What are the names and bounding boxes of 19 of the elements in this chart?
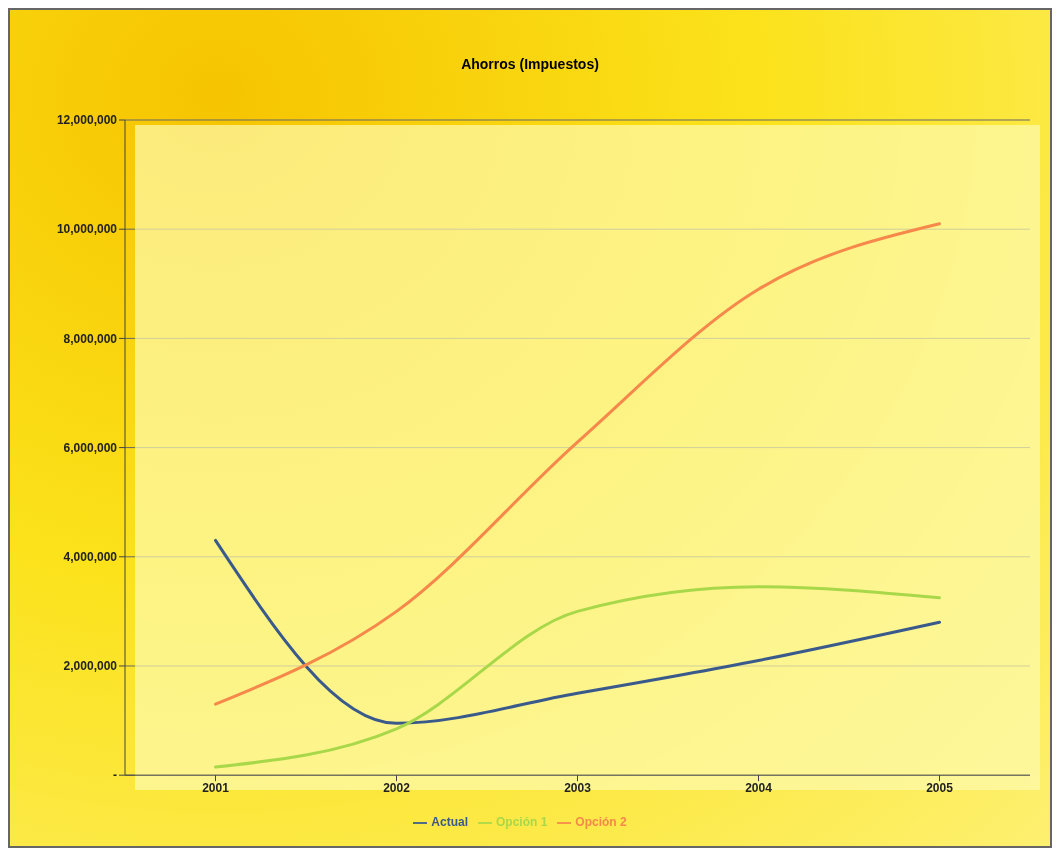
y-tick-label: 6,000,000 <box>63 440 118 455</box>
line-series <box>214 222 941 706</box>
line-series <box>214 538 941 725</box>
y-tick-label: 8,000,000 <box>63 331 118 346</box>
line-series <box>214 585 941 769</box>
x-tick-label: 2005 <box>926 780 954 795</box>
legend-label: Opción 2 <box>575 815 627 830</box>
legend-label: Actual <box>431 815 468 830</box>
x-tick-label: 2002 <box>383 780 411 795</box>
chart-title: Ahorros (Impuestos) <box>460 56 600 72</box>
y-tick-label: 2,000,000 <box>63 659 118 674</box>
y-tick-label: - <box>113 768 117 783</box>
y-tick-label: 10,000,000 <box>56 222 118 237</box>
x-tick-label: 2003 <box>564 780 592 795</box>
x-tick-label: 2004 <box>745 780 773 795</box>
y-tick-label: 12,000,000 <box>56 113 118 128</box>
y-tick-label: 4,000,000 <box>63 550 118 565</box>
x-tick-label: 2001 <box>202 780 230 795</box>
legend-label: Opción 1 <box>496 815 548 830</box>
